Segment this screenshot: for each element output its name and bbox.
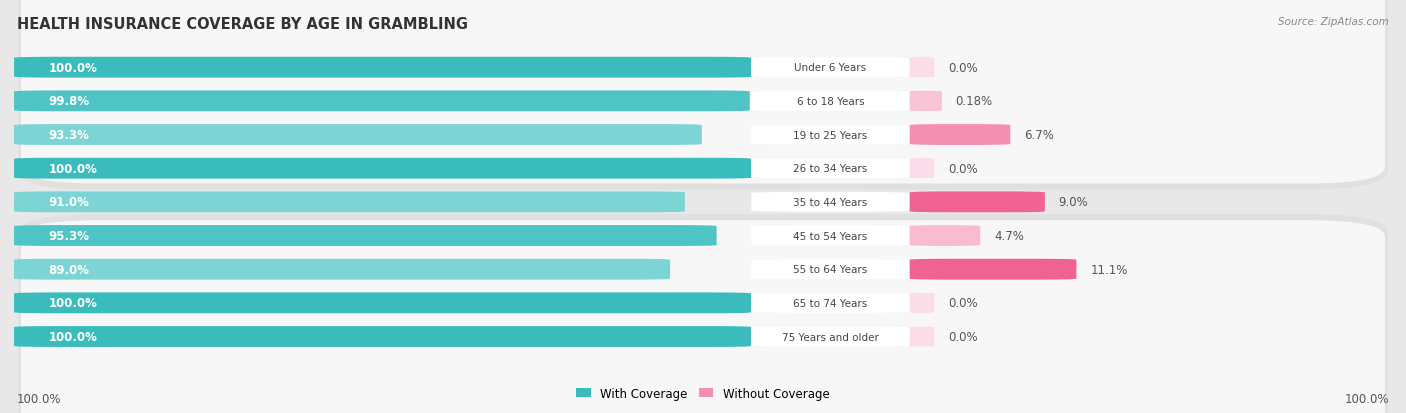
Text: 0.0%: 0.0%: [948, 297, 979, 310]
Text: 65 to 74 Years: 65 to 74 Years: [793, 298, 868, 308]
FancyBboxPatch shape: [910, 192, 1045, 213]
Text: 95.3%: 95.3%: [48, 230, 90, 242]
FancyBboxPatch shape: [893, 58, 950, 78]
Text: 93.3%: 93.3%: [48, 129, 90, 142]
Text: 100.0%: 100.0%: [1344, 392, 1389, 405]
Text: 4.7%: 4.7%: [994, 230, 1024, 242]
Text: 6 to 18 Years: 6 to 18 Years: [797, 97, 865, 107]
FancyBboxPatch shape: [14, 293, 751, 313]
FancyBboxPatch shape: [910, 125, 1011, 146]
FancyBboxPatch shape: [21, 221, 1385, 413]
Text: HEALTH INSURANCE COVERAGE BY AGE IN GRAMBLING: HEALTH INSURANCE COVERAGE BY AGE IN GRAM…: [17, 17, 468, 31]
Text: 100.0%: 100.0%: [17, 392, 62, 405]
FancyBboxPatch shape: [14, 225, 717, 247]
FancyBboxPatch shape: [901, 91, 950, 112]
FancyBboxPatch shape: [18, 215, 1388, 413]
Text: 6.7%: 6.7%: [1024, 129, 1054, 142]
Text: 100.0%: 100.0%: [48, 62, 97, 74]
FancyBboxPatch shape: [751, 226, 910, 246]
Text: 100.0%: 100.0%: [48, 330, 97, 343]
FancyBboxPatch shape: [910, 259, 1077, 280]
Text: 99.8%: 99.8%: [48, 95, 90, 108]
Text: 0.0%: 0.0%: [948, 62, 979, 74]
FancyBboxPatch shape: [751, 293, 910, 313]
FancyBboxPatch shape: [751, 327, 910, 347]
Text: 11.1%: 11.1%: [1090, 263, 1128, 276]
FancyBboxPatch shape: [893, 326, 950, 347]
Text: 100.0%: 100.0%: [48, 162, 97, 175]
Text: Source: ZipAtlas.com: Source: ZipAtlas.com: [1278, 17, 1389, 26]
Text: 0.18%: 0.18%: [956, 95, 993, 108]
Text: 0.0%: 0.0%: [948, 162, 979, 175]
Text: 45 to 54 Years: 45 to 54 Years: [793, 231, 868, 241]
FancyBboxPatch shape: [751, 92, 910, 112]
Text: 75 Years and older: 75 Years and older: [782, 332, 879, 342]
Text: 55 to 64 Years: 55 to 64 Years: [793, 265, 868, 275]
FancyBboxPatch shape: [14, 91, 749, 112]
FancyBboxPatch shape: [893, 158, 950, 179]
FancyBboxPatch shape: [14, 158, 751, 179]
Text: 91.0%: 91.0%: [48, 196, 90, 209]
FancyBboxPatch shape: [893, 293, 950, 313]
FancyBboxPatch shape: [14, 58, 751, 78]
FancyBboxPatch shape: [751, 58, 910, 78]
Text: 9.0%: 9.0%: [1059, 196, 1088, 209]
Text: 35 to 44 Years: 35 to 44 Years: [793, 197, 868, 207]
FancyBboxPatch shape: [21, 0, 1385, 184]
FancyBboxPatch shape: [751, 260, 910, 280]
FancyBboxPatch shape: [751, 159, 910, 179]
FancyBboxPatch shape: [14, 326, 751, 347]
Text: Under 6 Years: Under 6 Years: [794, 63, 866, 73]
Text: 100.0%: 100.0%: [48, 297, 97, 310]
Text: 0.0%: 0.0%: [948, 330, 979, 343]
Legend: With Coverage, Without Coverage: With Coverage, Without Coverage: [572, 382, 834, 404]
FancyBboxPatch shape: [910, 225, 980, 247]
FancyBboxPatch shape: [751, 192, 910, 212]
FancyBboxPatch shape: [14, 125, 702, 146]
FancyBboxPatch shape: [14, 192, 685, 213]
FancyBboxPatch shape: [14, 259, 671, 280]
FancyBboxPatch shape: [18, 0, 1388, 190]
Text: 89.0%: 89.0%: [48, 263, 90, 276]
Text: 19 to 25 Years: 19 to 25 Years: [793, 130, 868, 140]
Text: 26 to 34 Years: 26 to 34 Years: [793, 164, 868, 174]
FancyBboxPatch shape: [751, 125, 910, 145]
